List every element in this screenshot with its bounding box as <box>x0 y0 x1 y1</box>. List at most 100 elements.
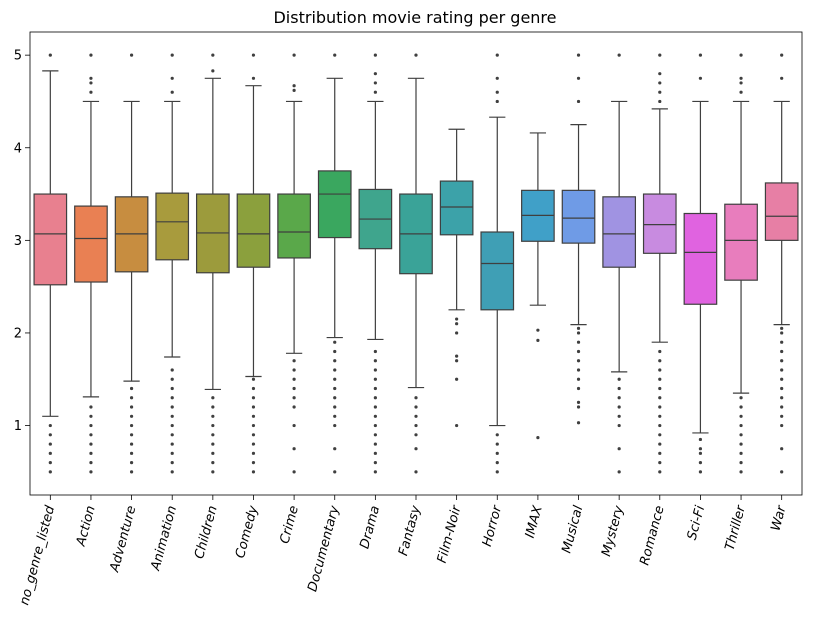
box <box>74 205 108 283</box>
box <box>277 193 311 259</box>
outlier-point <box>170 470 174 474</box>
outlier-point <box>495 90 499 94</box>
outlier-point <box>373 72 377 76</box>
box-group <box>480 53 515 474</box>
outlier-point <box>414 470 418 474</box>
outlier-point <box>89 442 93 446</box>
outlier-point <box>576 76 581 80</box>
outlier-point <box>170 396 174 400</box>
outlier-point <box>780 414 784 418</box>
x-tick-label: War <box>768 503 790 533</box>
outlier-point <box>739 414 743 418</box>
outlier-point <box>576 386 581 391</box>
outlier-point <box>129 470 134 474</box>
outlier-point <box>658 53 662 57</box>
outlier-point <box>251 470 256 474</box>
outlier-point <box>129 433 134 437</box>
outlier-point <box>495 99 499 104</box>
outlier-point <box>333 414 337 418</box>
outlier-point <box>414 423 418 428</box>
outlier-point <box>170 53 174 57</box>
outlier-point <box>292 88 296 92</box>
outlier-point <box>617 53 621 57</box>
outlier-point <box>658 81 662 85</box>
box-group <box>74 53 108 474</box>
outlier-point <box>658 72 662 76</box>
plot-area <box>33 53 799 474</box>
outlier-point <box>333 359 337 363</box>
outlier-point <box>89 81 93 85</box>
outlier-point <box>780 377 784 381</box>
outlier-point <box>129 405 134 409</box>
outlier-point <box>373 460 377 465</box>
outlier-point <box>373 377 377 381</box>
outlier-point <box>211 423 215 428</box>
y-tick-label: 4 <box>14 141 22 156</box>
outlier-point <box>89 451 93 455</box>
outlier-point <box>780 359 784 363</box>
outlier-point <box>251 414 256 418</box>
x-tick-label: Romance <box>637 504 667 567</box>
outlier-point <box>89 76 93 80</box>
box-group <box>236 53 271 474</box>
outlier-point <box>739 460 743 465</box>
outlier-point <box>251 451 256 455</box>
outlier-point <box>251 460 256 465</box>
outlier-point <box>536 328 540 332</box>
box-group <box>114 53 149 474</box>
outlier-point <box>211 451 215 455</box>
outlier-point <box>455 423 459 428</box>
outlier-point <box>170 405 174 409</box>
outlier-point <box>698 76 703 80</box>
outlier-point <box>780 331 784 335</box>
box <box>236 193 271 268</box>
outlier-point <box>780 470 784 474</box>
outlier-point <box>333 470 337 474</box>
outlier-point <box>414 433 418 437</box>
outlier-point <box>292 359 296 363</box>
outlier-point <box>48 53 52 57</box>
outlier-point <box>658 414 662 418</box>
outlier-point <box>658 90 662 94</box>
outlier-point <box>211 53 215 57</box>
box-group <box>439 128 474 428</box>
outlier-point <box>576 405 581 409</box>
outlier-point <box>780 405 784 409</box>
box-group <box>642 53 677 474</box>
x-tick-label: Action <box>73 504 98 548</box>
outlier-point <box>373 470 377 474</box>
outlier-point <box>89 53 93 57</box>
outlier-point <box>576 53 581 57</box>
outlier-point <box>658 386 662 391</box>
x-tick-label: Comedy <box>233 504 261 560</box>
outlier-point <box>373 368 377 372</box>
outlier-point <box>455 331 459 335</box>
outlier-point <box>170 377 174 381</box>
outlier-point <box>739 433 743 437</box>
box-group <box>602 53 637 474</box>
x-tick-label: Thriller <box>723 503 750 553</box>
outlier-point <box>455 354 459 358</box>
box <box>764 182 799 241</box>
outlier-point <box>333 349 337 354</box>
box-group <box>764 53 799 474</box>
outlier-point <box>576 331 581 335</box>
outlier-point <box>698 470 703 474</box>
x-tick-label: Sci-Fi <box>685 504 709 542</box>
outlier-point <box>373 349 377 354</box>
outlier-point <box>333 340 337 344</box>
outlier-point <box>455 322 459 326</box>
outlier-point <box>617 405 621 409</box>
box <box>724 203 758 281</box>
outlier-point <box>617 386 621 391</box>
outlier-point <box>658 349 662 354</box>
outlier-point <box>129 414 134 418</box>
outlier-point <box>211 433 215 437</box>
outlier-point <box>780 76 784 80</box>
outlier-point <box>658 99 662 104</box>
outlier-point <box>576 326 581 330</box>
outlier-point <box>251 405 256 409</box>
outlier-point <box>698 53 703 57</box>
outlier-point <box>617 377 621 381</box>
